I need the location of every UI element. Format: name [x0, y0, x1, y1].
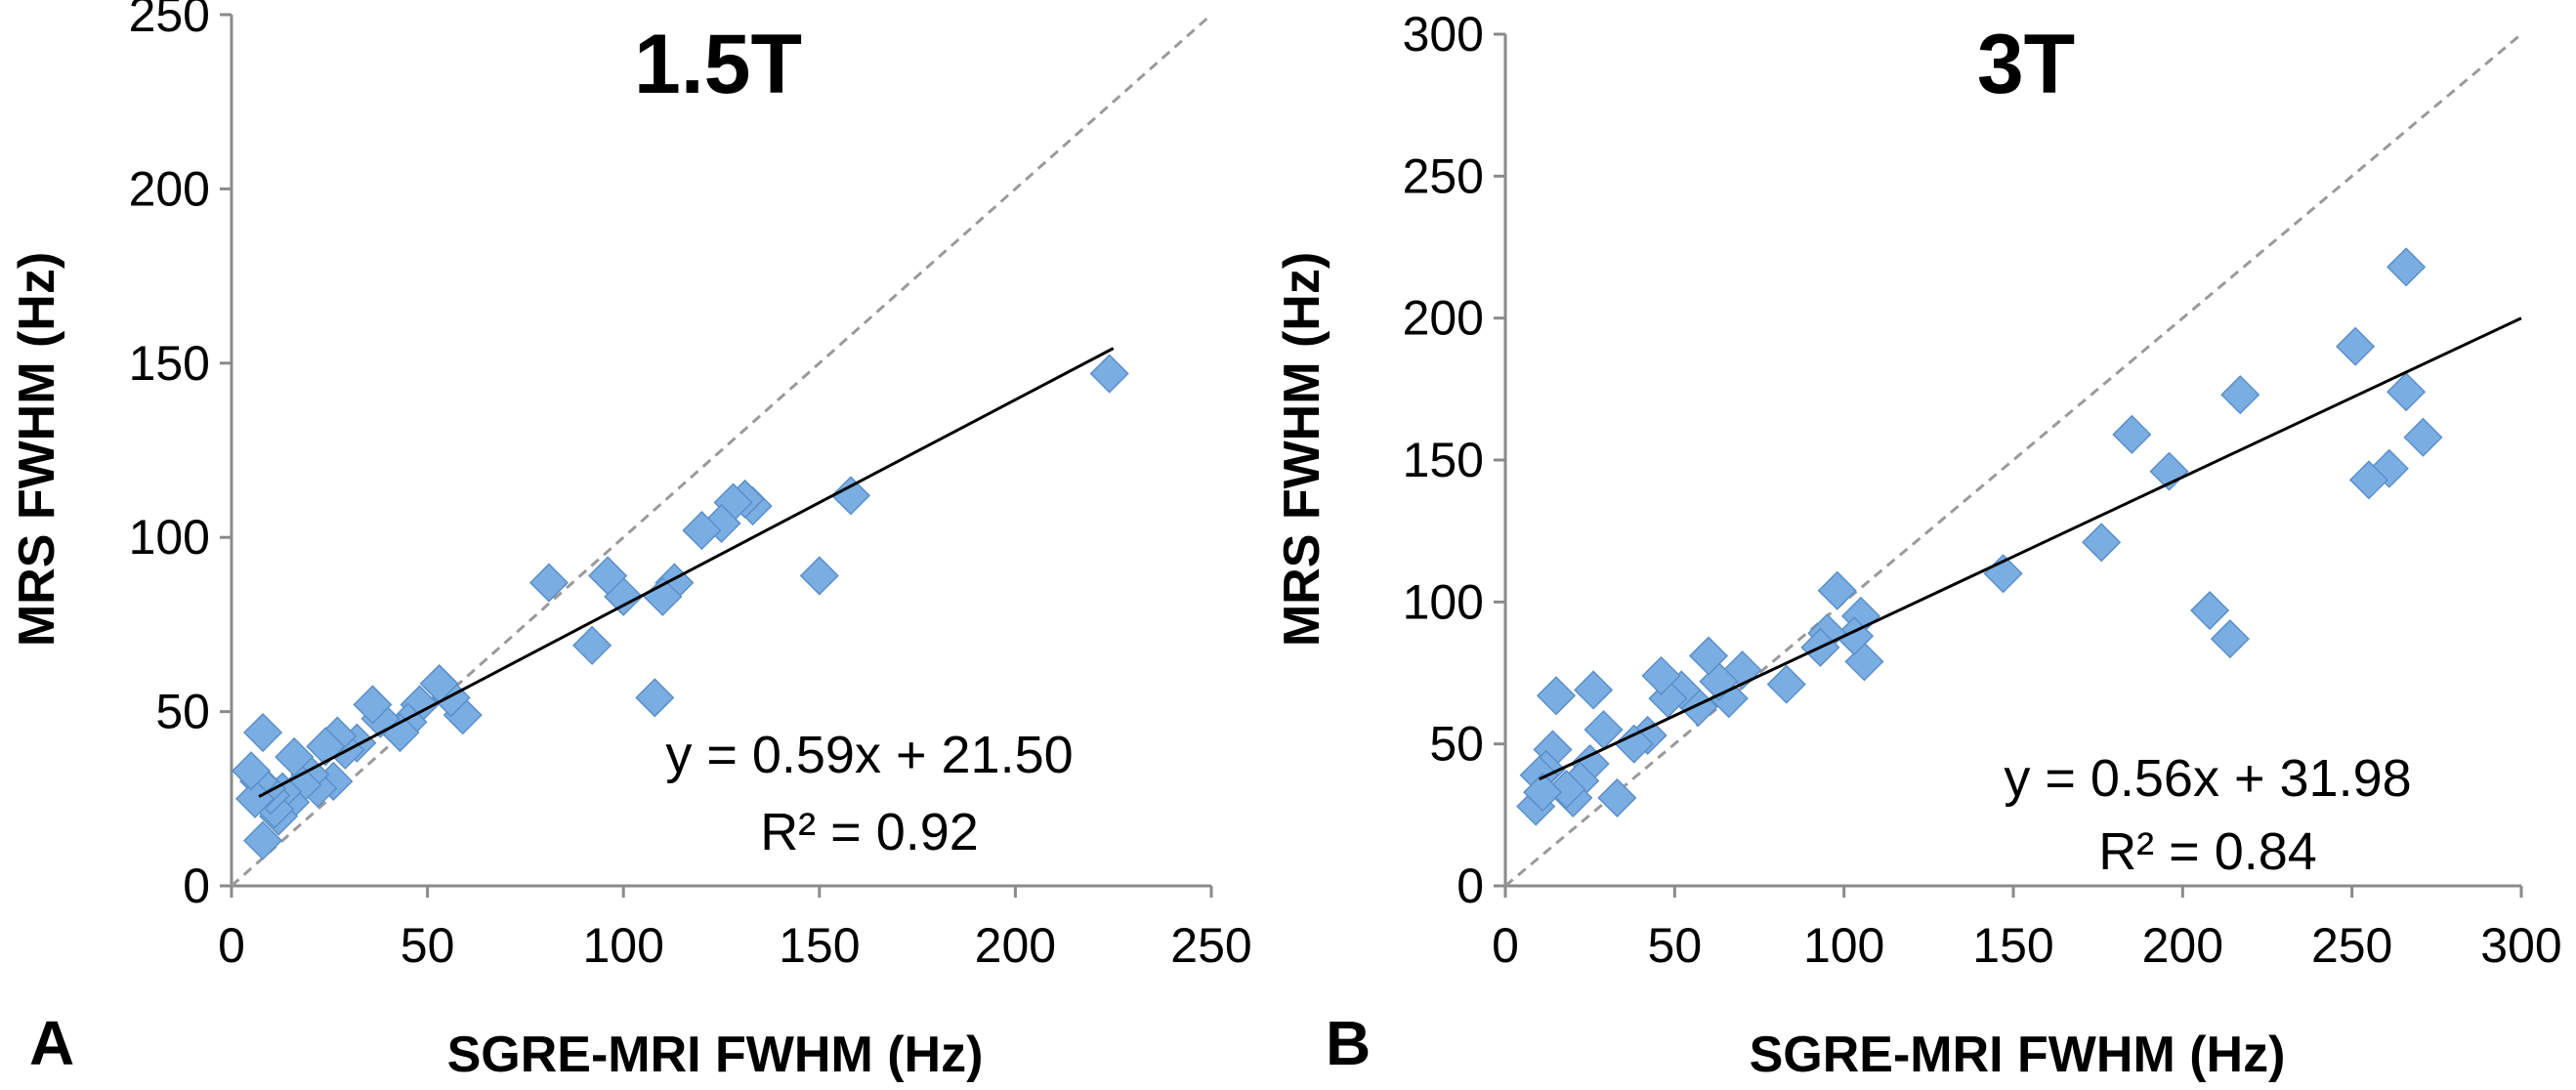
panel-b-y-tick-label: 150 [1403, 433, 1484, 487]
panel-b-data-point [2386, 372, 2427, 412]
panel-b-data-point [2348, 460, 2389, 500]
panel-b-x-axis-label: SGRE-MRI FWHM (Hz) [1750, 1027, 2286, 1083]
panel-a-y-tick-label: 100 [129, 510, 210, 565]
panel-a-r-squared: R² = 0.92 [760, 803, 979, 861]
panel-b-y-axis-label: MRS FWHM (Hz) [1274, 252, 1330, 647]
panel-a-trend-equation: y = 0.59x + 21.50 [665, 726, 1073, 784]
panel-b-axes: 0 50 100 150 200 250 300 0 50 100 150 200 250 300 [1403, 7, 2562, 973]
panel-b-data-point [1817, 570, 1857, 610]
panel-a-data-point [588, 556, 628, 596]
panel-a-y-tick-label: 0 [183, 859, 210, 913]
panel-b-trend-line [1539, 316, 2522, 781]
panel-b-data-point [2190, 590, 2230, 631]
panel-a-trend-line [258, 347, 1115, 798]
panel-b-title: 3T [1977, 18, 2075, 111]
panel-a-label: A [29, 1008, 74, 1078]
panel-a-data-point [231, 751, 272, 791]
panel-b-y-tick-label: 200 [1403, 291, 1484, 346]
panel-a-x-tick-label: 250 [1170, 918, 1251, 973]
panel-b-data-point [1766, 664, 1806, 704]
panel-b-r-squared: R² = 0.84 [2098, 822, 2317, 881]
panel-a-data-point [635, 678, 675, 718]
panel-a-data-point [682, 511, 722, 551]
panel-a-data-point [572, 625, 612, 665]
panel-b-y-tick-label: 0 [1457, 859, 1484, 913]
panel-a-y-axis-label: MRS FWHM (Hz) [9, 252, 65, 647]
panel-b-data-point [2386, 247, 2427, 287]
panel-b-x-tick-label: 250 [2311, 918, 2392, 973]
panel-b-data-point [1574, 670, 1614, 710]
panel-a-x-axis-label: SGRE-MRI FWHM (Hz) [447, 1027, 984, 1083]
panel-b-data-point [2082, 523, 2122, 563]
panel-b-chart: 3T B SGRE-MRI FWHM (Hz) MRS FWHM (Hz) y … [1274, 7, 2562, 1083]
panel-b-y-tick-label: 50 [1429, 717, 1484, 772]
panel-a-x-tick-label: 0 [218, 918, 245, 973]
panel-a-y-tick-label: 200 [129, 161, 210, 216]
panel-b-identity-line [1504, 32, 2522, 888]
panel-a-x-tick-label: 50 [401, 918, 455, 973]
panel-a-x-tick-label: 100 [582, 918, 663, 973]
panel-b-data-point [1597, 777, 1637, 818]
panel-a-x-tick-label: 150 [779, 918, 860, 973]
panel-b-data-point [2336, 326, 2376, 366]
panel-b-x-tick-label: 0 [1492, 918, 1519, 973]
panel-a-data-point [830, 476, 870, 516]
panel-b-data-point [1688, 636, 1729, 676]
panel-b-data-point [1641, 655, 1681, 695]
panel-b-data-point [2403, 417, 2443, 457]
panel-b-data-point [2220, 375, 2260, 415]
panel-a-data-point [243, 712, 283, 753]
panel-b-data-point [1614, 724, 1654, 764]
panel-b-data-point [2210, 619, 2250, 659]
panel-a-data-point [243, 820, 283, 860]
panel-a-y-tick-label: 50 [155, 685, 210, 739]
panel-a-x-tick-label: 200 [975, 918, 1056, 973]
panel-b-data-points [1516, 247, 2443, 826]
panel-b-x-tick-label: 150 [1972, 918, 2053, 973]
panel-b-y-tick-label: 100 [1403, 574, 1484, 629]
panel-b-y-tick-label: 250 [1403, 148, 1484, 203]
panel-b-trend-equation: y = 0.56x + 31.98 [2004, 749, 2411, 808]
panel-b-x-tick-label: 50 [1648, 918, 1703, 973]
panel-a-data-point [799, 556, 839, 596]
panel-a-data-points [231, 354, 1129, 860]
panel-a-y-tick-label: 250 [129, 0, 210, 42]
panel-a-chart: 1.5T A SGRE-MRI FWHM (Hz) MRS FWHM (Hz) … [9, 0, 1252, 1083]
panel-b-x-tick-label: 300 [2480, 918, 2561, 973]
panel-b-data-point [1523, 773, 1563, 813]
panel-b-data-point [1546, 770, 1586, 810]
panel-b-x-tick-label: 100 [1803, 918, 1884, 973]
panel-b-data-point [2112, 414, 2152, 454]
panel-b-data-point [1536, 676, 1577, 716]
panel-a-title: 1.5T [634, 18, 802, 111]
panel-b-x-tick-label: 200 [2142, 918, 2223, 973]
panel-a-axes: 0 50 100 150 200 250 0 50 100 150 200 250 [129, 0, 1252, 973]
panel-a-y-tick-label: 150 [129, 336, 210, 391]
panel-b-label: B [1326, 1008, 1371, 1078]
panel-a-data-point [274, 736, 315, 777]
panel-a-data-point [1089, 354, 1129, 394]
panel-a-data-point [353, 685, 393, 725]
panel-b-y-tick-label: 300 [1403, 7, 1484, 62]
panel-a-data-point [528, 563, 570, 603]
